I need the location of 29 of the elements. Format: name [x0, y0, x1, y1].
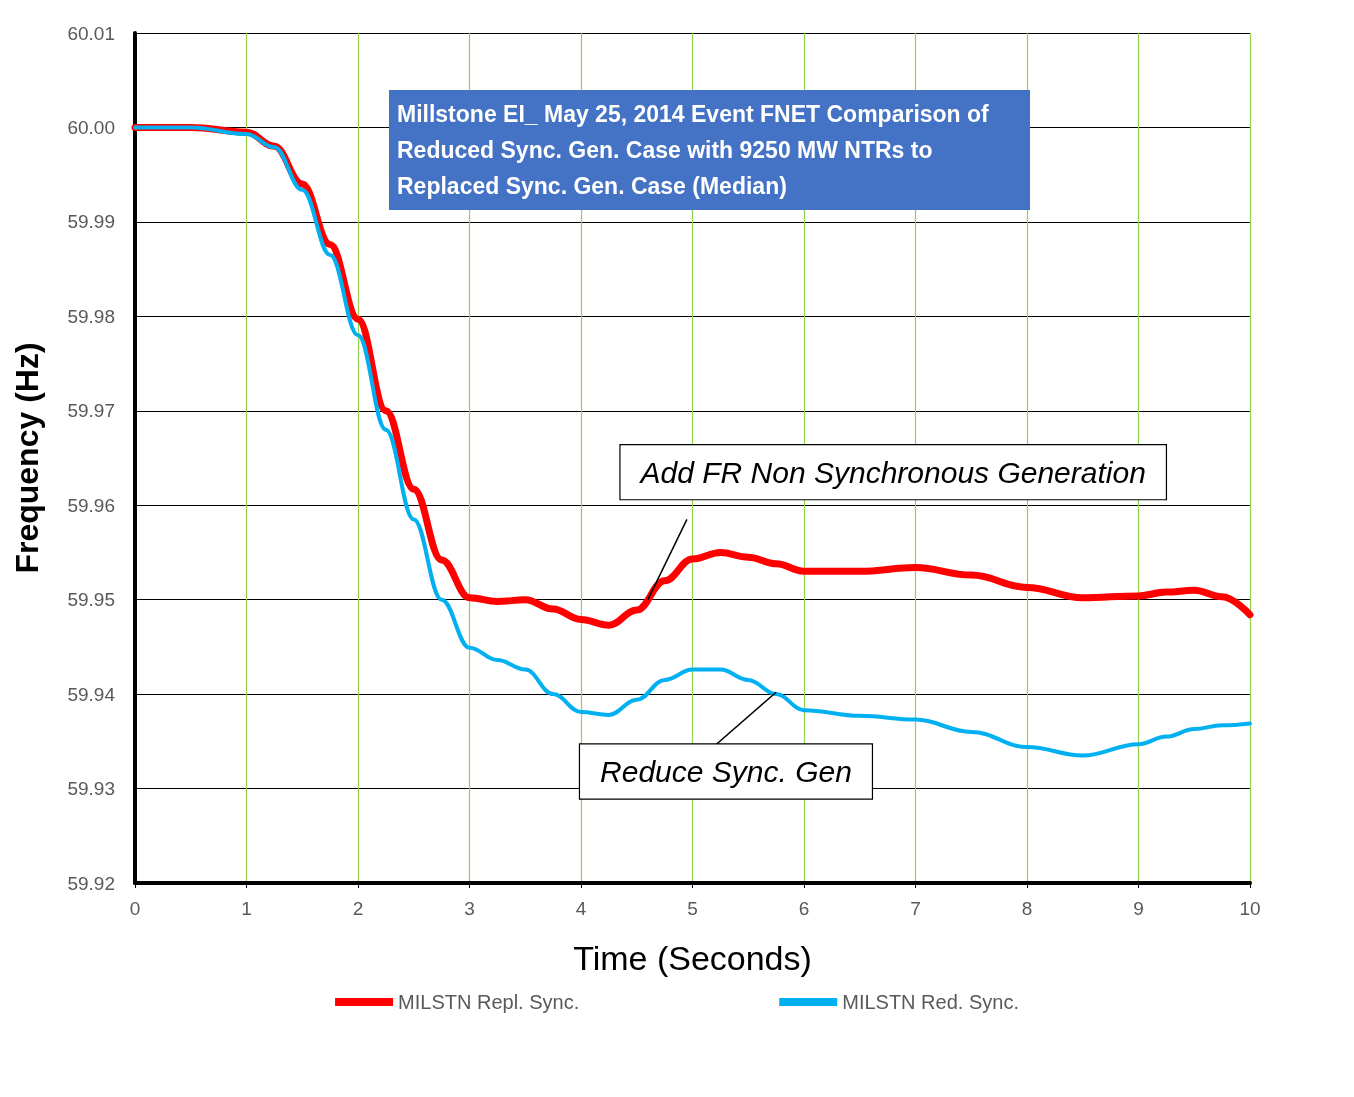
- x-tick-label: 9: [1133, 898, 1144, 919]
- y-tick-label: 59.94: [67, 683, 116, 705]
- x-tick-label: 7: [910, 898, 921, 919]
- x-tick-label: 6: [798, 898, 810, 919]
- x-tick-label: 1: [241, 898, 252, 919]
- x-tick-label: 2: [352, 898, 364, 919]
- legend-label: MILSTN Repl. Sync.: [398, 991, 580, 1013]
- y-axis-title: Frequency (Hz): [9, 342, 45, 574]
- x-tick-label: 0: [129, 898, 141, 919]
- annotation: Add FR Non Synchronous Generation: [638, 455, 1146, 489]
- y-tick-label: 60.00: [67, 116, 115, 138]
- x-tick-label: 8: [1021, 898, 1033, 919]
- y-tick-label: 59.96: [67, 494, 115, 516]
- text: Millstone EI_ May 25, 2014 Event FNET Comparison of Reduced Sync. Gen. Case with 9250 MW NTRs to Replaced Sync. Gen. Case (Median): [397, 101, 996, 199]
- x-tick-label: 5: [687, 898, 698, 919]
- y-tick-label: 59.98: [67, 305, 115, 327]
- y-tick-label: 59.95: [67, 589, 115, 611]
- y-tick-label: 59.92: [67, 872, 115, 894]
- line-series: [133, 125, 1252, 758]
- y-tick-label: 59.99: [67, 211, 115, 233]
- x-axis-title: Time (Seconds): [573, 939, 812, 977]
- x-tick-label: 3: [464, 898, 475, 919]
- x-tick-label: 10: [1239, 898, 1261, 919]
- y-tick-label: 59.97: [67, 400, 115, 422]
- legend-label: MILSTN Red. Sync.: [842, 991, 1019, 1013]
- y-tick-label: 60.01: [67, 22, 115, 44]
- x-tick-label: 4: [575, 898, 587, 919]
- y-tick-label: 59.93: [67, 778, 115, 800]
- annotation: Reduce Sync. Gen: [600, 755, 852, 789]
